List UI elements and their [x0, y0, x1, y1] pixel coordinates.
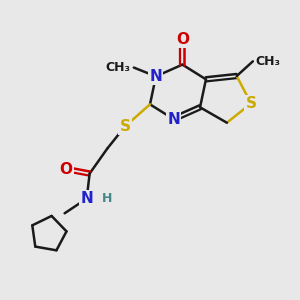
Text: O: O [176, 32, 189, 47]
Text: N: N [149, 69, 162, 84]
Text: CH₃: CH₃ [106, 61, 131, 74]
Text: N: N [80, 191, 93, 206]
Text: O: O [60, 162, 73, 177]
Text: S: S [119, 119, 130, 134]
Text: CH₃: CH₃ [256, 55, 281, 68]
Text: H: H [102, 192, 112, 205]
Text: S: S [245, 96, 256, 111]
Text: N: N [167, 112, 180, 127]
